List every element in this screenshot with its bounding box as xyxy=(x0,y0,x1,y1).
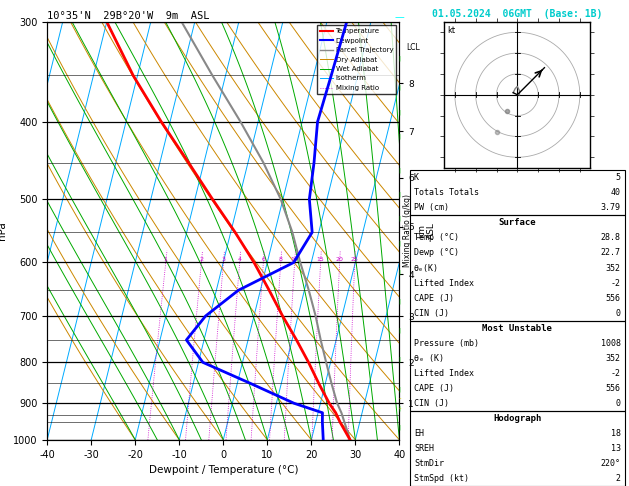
Text: EH: EH xyxy=(414,429,424,438)
Text: 1: 1 xyxy=(164,258,168,262)
Text: 2: 2 xyxy=(616,474,621,484)
Text: CIN (J): CIN (J) xyxy=(414,309,449,318)
Text: |: | xyxy=(398,425,401,431)
Text: |: | xyxy=(398,298,401,304)
Text: 5: 5 xyxy=(616,173,621,182)
Text: |: | xyxy=(398,357,401,363)
Text: Dewp (°C): Dewp (°C) xyxy=(414,248,459,258)
Text: |: | xyxy=(398,216,401,222)
Text: |: | xyxy=(398,109,401,115)
Text: Totals Totals: Totals Totals xyxy=(414,188,479,197)
Text: 10°35'N  29B°20'W  9m  ASL: 10°35'N 29B°20'W 9m ASL xyxy=(47,11,209,21)
Text: Pressure (mb): Pressure (mb) xyxy=(414,339,479,348)
Text: -: - xyxy=(398,396,401,401)
Text: |: | xyxy=(398,240,401,246)
Text: |: | xyxy=(398,328,401,333)
Text: 2: 2 xyxy=(199,258,203,262)
Text: |: | xyxy=(398,191,401,197)
Text: PW (cm): PW (cm) xyxy=(414,203,449,212)
Text: |: | xyxy=(398,269,401,275)
Y-axis label: hPa: hPa xyxy=(0,222,8,240)
Text: 3: 3 xyxy=(221,258,225,262)
Text: Most Unstable: Most Unstable xyxy=(482,324,552,333)
Text: StmSpd (kt): StmSpd (kt) xyxy=(414,474,469,484)
X-axis label: Dewpoint / Temperature (°C): Dewpoint / Temperature (°C) xyxy=(148,465,298,475)
Text: 22.7: 22.7 xyxy=(601,248,621,258)
Text: 40: 40 xyxy=(611,188,621,197)
Text: |: | xyxy=(398,55,401,61)
Text: Surface: Surface xyxy=(499,218,536,227)
Text: CIN (J): CIN (J) xyxy=(414,399,449,408)
Text: 6: 6 xyxy=(262,258,265,262)
Text: |: | xyxy=(398,133,401,139)
Text: -2: -2 xyxy=(611,369,621,378)
Text: Lifted Index: Lifted Index xyxy=(414,369,474,378)
Legend: Temperature, Dewpoint, Parcel Trajectory, Dry Adiabat, Wet Adiabat, Isotherm, Mi: Temperature, Dewpoint, Parcel Trajectory… xyxy=(318,25,396,94)
Y-axis label: km
ASL: km ASL xyxy=(417,223,437,239)
Text: θₑ(K): θₑ(K) xyxy=(414,263,439,273)
Text: 25: 25 xyxy=(351,258,359,262)
Text: 1008: 1008 xyxy=(601,339,621,348)
Text: |: | xyxy=(398,386,401,392)
Text: -2: -2 xyxy=(611,278,621,288)
Text: CAPE (J): CAPE (J) xyxy=(414,294,454,303)
Text: 4: 4 xyxy=(238,258,242,262)
Text: —: — xyxy=(394,12,404,22)
Text: K: K xyxy=(414,173,419,182)
Text: 556: 556 xyxy=(606,294,621,303)
Text: 10: 10 xyxy=(291,258,299,262)
Text: 13: 13 xyxy=(611,444,621,453)
Text: Temp (°C): Temp (°C) xyxy=(414,233,459,243)
Text: LCL: LCL xyxy=(406,43,420,52)
Text: 220°: 220° xyxy=(601,459,621,469)
Text: 18: 18 xyxy=(611,429,621,438)
Text: kt: kt xyxy=(447,26,455,35)
Text: Mixing Ratio (g/kg): Mixing Ratio (g/kg) xyxy=(403,194,411,267)
Text: 8: 8 xyxy=(279,258,282,262)
Text: 0: 0 xyxy=(616,309,621,318)
Text: 0: 0 xyxy=(616,399,621,408)
Text: θₑ (K): θₑ (K) xyxy=(414,354,444,363)
Text: CAPE (J): CAPE (J) xyxy=(414,384,454,393)
Text: StmDir: StmDir xyxy=(414,459,444,469)
Text: |: | xyxy=(398,85,401,90)
Text: 3.79: 3.79 xyxy=(601,203,621,212)
Text: 352: 352 xyxy=(606,354,621,363)
Text: SREH: SREH xyxy=(414,444,434,453)
Text: Lifted Index: Lifted Index xyxy=(414,278,474,288)
Text: |: | xyxy=(398,405,401,411)
Text: 352: 352 xyxy=(606,263,621,273)
Text: 15: 15 xyxy=(317,258,325,262)
Text: 556: 556 xyxy=(606,384,621,393)
Text: -: - xyxy=(398,405,401,411)
Text: 01.05.2024  06GMT  (Base: 1B): 01.05.2024 06GMT (Base: 1B) xyxy=(432,9,603,19)
Text: 28.8: 28.8 xyxy=(601,233,621,243)
Text: Hodograph: Hodograph xyxy=(493,414,542,423)
Text: 20: 20 xyxy=(336,258,343,262)
Text: |: | xyxy=(398,167,401,173)
